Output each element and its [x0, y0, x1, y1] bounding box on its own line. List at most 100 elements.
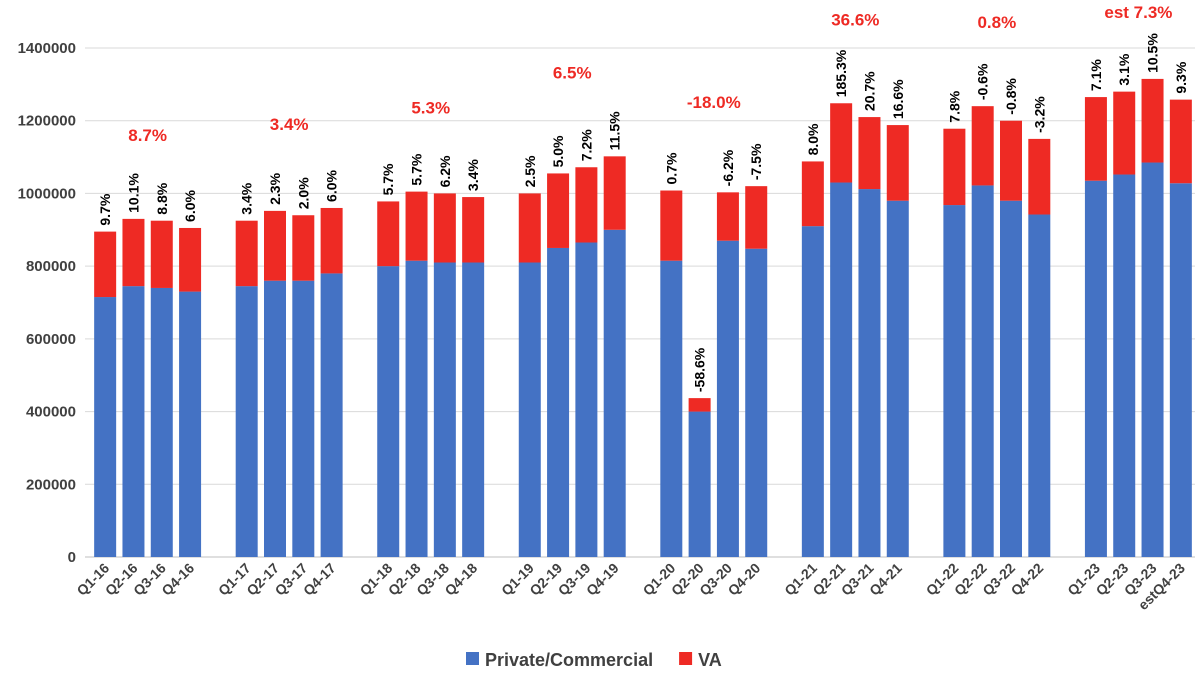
bar-label: -0.6% — [975, 63, 991, 100]
y-tick-label: 1400000 — [18, 40, 76, 57]
bar-segment — [292, 280, 315, 557]
bar-label: 7.2% — [578, 129, 594, 161]
annotation: 8.7% — [128, 126, 167, 145]
bar-label: 0.7% — [663, 152, 679, 184]
bar-label: 8.0% — [805, 123, 821, 155]
bar-segment — [179, 227, 202, 292]
bar-label: 20.7% — [861, 71, 877, 111]
legend-swatch — [466, 652, 479, 665]
bar-segment — [1141, 78, 1164, 163]
bar-segment — [1000, 120, 1022, 201]
annotation: 3.4% — [270, 115, 309, 134]
bar-segment — [518, 193, 541, 263]
bar-label: -58.6% — [692, 347, 708, 392]
bar-label: 7.1% — [1088, 59, 1104, 91]
bar-segment — [886, 125, 909, 201]
bar-segment — [801, 161, 824, 227]
x-tick-label: Q4-18 — [441, 560, 480, 599]
legend: Private/Commercial VA — [466, 650, 722, 670]
bar-segment — [235, 286, 258, 557]
legend-label: VA — [698, 650, 722, 670]
bar-segment — [858, 117, 881, 190]
bar-label: -3.2% — [1031, 96, 1047, 133]
y-tick-label: 0 — [68, 549, 76, 566]
legend-swatch — [679, 652, 693, 665]
x-tick-label: Q4-19 — [583, 560, 622, 599]
bar-segment — [179, 291, 202, 557]
bar-segment — [1000, 200, 1022, 557]
bar-segment — [1028, 138, 1051, 215]
bar-segment — [971, 185, 994, 557]
bar-label: 2.5% — [522, 155, 538, 187]
bar-segment — [122, 218, 145, 287]
legend-label: Private/Commercial — [485, 650, 653, 670]
bar-segment — [264, 210, 286, 281]
bar-segment — [264, 280, 286, 557]
x-tick-label: Q4-17 — [300, 560, 339, 599]
annotation: 0.8% — [977, 13, 1016, 32]
bar-segment — [886, 200, 909, 557]
bar-segment — [688, 398, 711, 412]
bar-segment — [1141, 162, 1164, 557]
bar-segment — [377, 266, 400, 557]
bar-label: 9.3% — [1173, 61, 1189, 93]
bar-label: 185.3% — [833, 49, 849, 97]
bar-segment — [660, 190, 683, 261]
annotation: 6.5% — [553, 63, 592, 82]
y-tick-label: 1000000 — [18, 185, 76, 202]
bar-segment — [292, 215, 315, 281]
bar-segment — [462, 262, 485, 557]
bar-segment — [1169, 99, 1192, 184]
bar-segment — [94, 297, 117, 557]
bar-label: 7.8% — [946, 90, 962, 122]
bar-segment — [94, 231, 117, 298]
y-tick-label: 400000 — [26, 404, 76, 421]
bar-segment — [462, 197, 485, 263]
bar-segment — [575, 242, 598, 557]
bar-segment — [547, 247, 570, 557]
annotation: 36.6% — [831, 10, 879, 29]
bar-segment — [1084, 180, 1107, 558]
bar-segment — [1028, 214, 1051, 557]
bar-segment — [943, 128, 966, 206]
annotation: 5.3% — [411, 99, 450, 118]
bar-segment — [547, 173, 570, 248]
bar-segment — [405, 260, 428, 557]
bar-segment — [943, 205, 966, 557]
bar-segment — [320, 207, 343, 274]
bar-segment — [1169, 183, 1192, 557]
bar-label: 16.6% — [890, 79, 906, 119]
bar-segment — [716, 240, 739, 557]
x-tick-label: Q4-20 — [725, 560, 764, 599]
bar-segment — [858, 189, 881, 557]
bar-segment — [660, 260, 683, 557]
annotation: -18.0% — [687, 93, 741, 112]
y-tick-label: 600000 — [26, 331, 76, 348]
bar-label: 6.2% — [437, 155, 453, 187]
bar-label: 9.7% — [97, 193, 113, 225]
y-tick-label: 200000 — [26, 476, 76, 493]
bar-segment — [122, 286, 145, 557]
bar-segment — [320, 273, 343, 557]
bar-label: 5.0% — [550, 135, 566, 167]
bar-label: 3.4% — [465, 159, 481, 191]
bar-label: 2.0% — [295, 177, 311, 209]
bar-label: -6.2% — [720, 149, 736, 186]
bar-segment — [433, 262, 456, 557]
bar-segment — [150, 220, 173, 288]
annotation: est 7.3% — [1104, 3, 1172, 22]
y-tick-label: 800000 — [26, 258, 76, 275]
bar-segment — [716, 192, 739, 241]
bar-label: 5.7% — [409, 153, 425, 185]
bar-segment — [235, 220, 258, 287]
bar-label: 3.4% — [239, 182, 255, 214]
bar-label: 6.0% — [324, 170, 340, 202]
bar-segment — [405, 191, 428, 261]
bar-segment — [603, 229, 626, 558]
bar-label: 3.1% — [1116, 53, 1132, 85]
bar-label: 10.1% — [125, 173, 141, 213]
bar-segment — [603, 156, 626, 230]
bar-segment — [1113, 91, 1136, 175]
bar-label: -0.8% — [1003, 78, 1019, 115]
